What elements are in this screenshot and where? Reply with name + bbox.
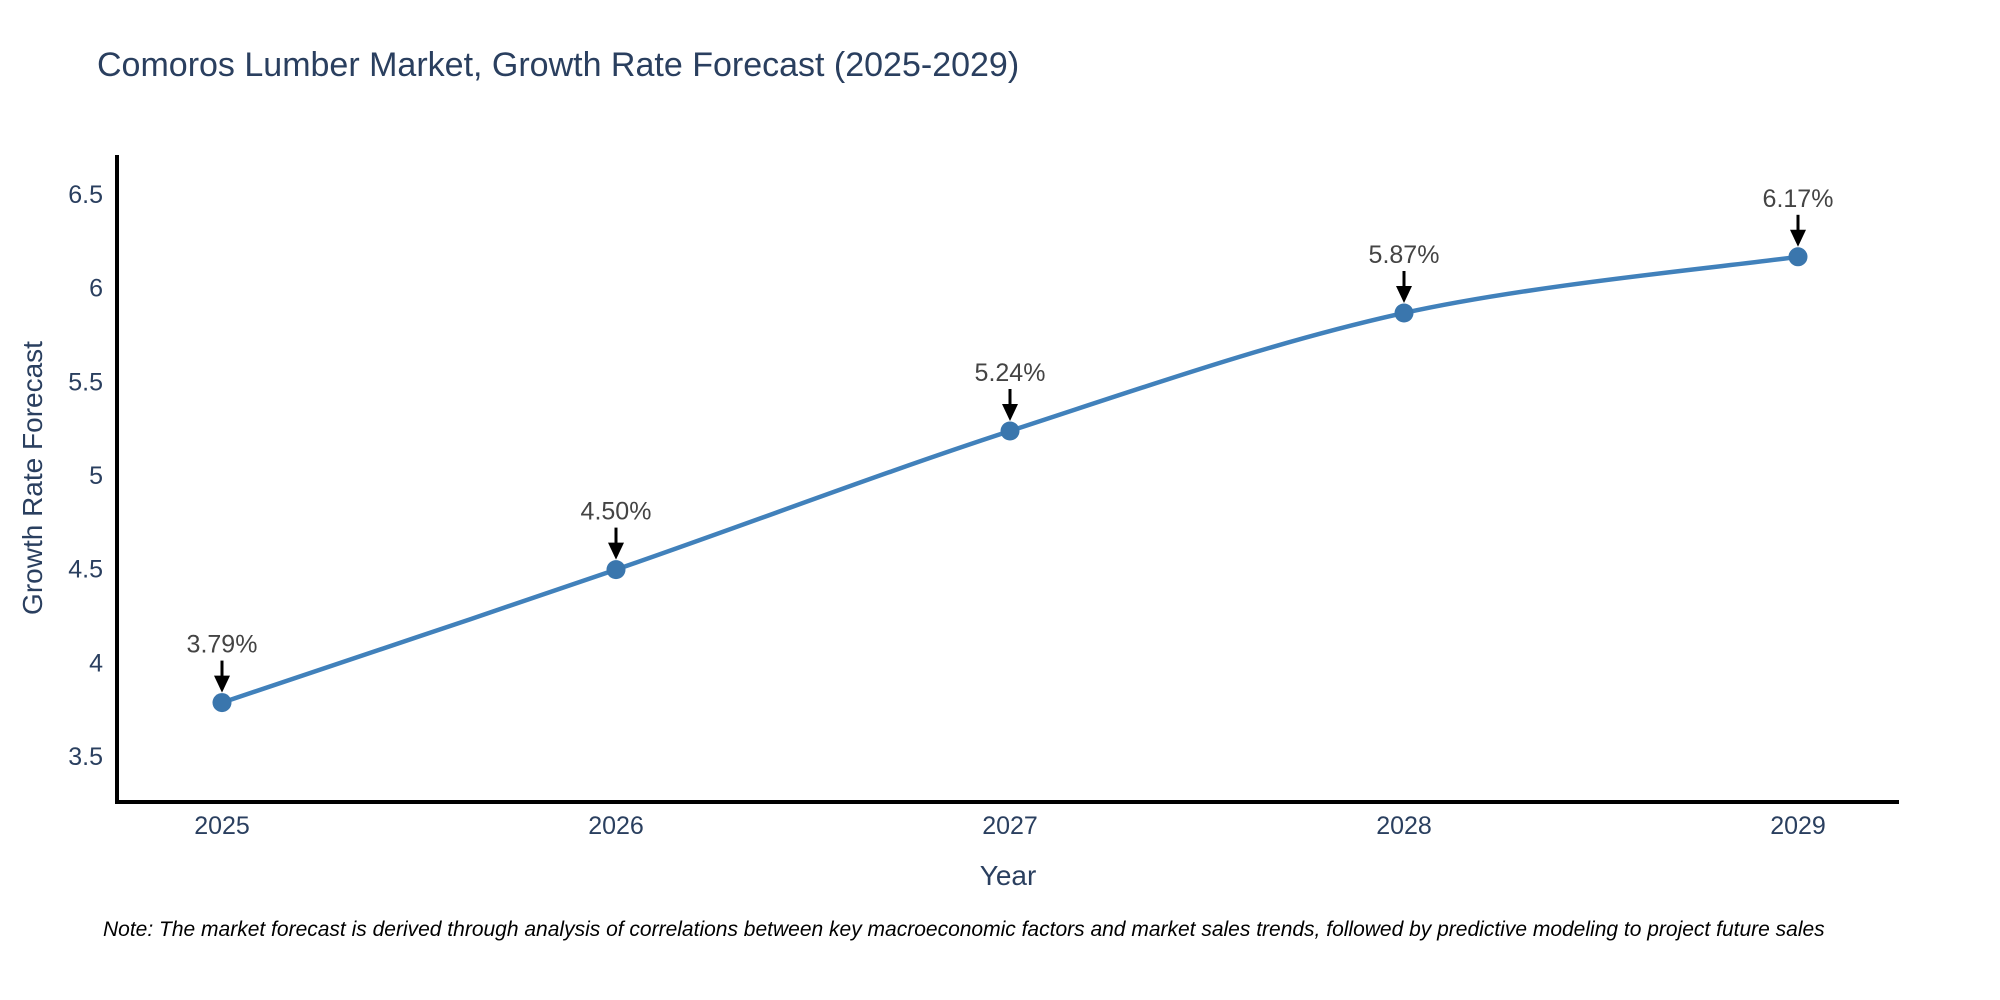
y-tick-label: 3.5	[68, 743, 103, 771]
x-tick-label: 2026	[588, 812, 644, 840]
data-point-marker	[1000, 421, 1020, 441]
y-tick-label: 4.5	[68, 556, 103, 584]
x-tick-label: 2028	[1376, 812, 1432, 840]
data-point-label: 3.79%	[187, 631, 258, 659]
y-tick-label: 5.5	[68, 368, 103, 396]
x-tick-label: 2029	[1770, 812, 1826, 840]
y-tick-label: 6.5	[68, 181, 103, 209]
data-point-marker	[1394, 303, 1414, 323]
data-point-label: 4.50%	[581, 498, 652, 526]
x-axis-title: Year	[979, 860, 1037, 891]
annotation-arrow-head	[1790, 229, 1806, 247]
data-point-marker	[606, 560, 626, 580]
annotation-arrow-head	[608, 542, 624, 560]
x-tick-label: 2027	[982, 812, 1038, 840]
annotation-arrow-head	[214, 675, 230, 693]
y-tick-label: 6	[89, 275, 103, 303]
data-point-label: 5.87%	[1369, 241, 1440, 269]
data-point-label: 6.17%	[1763, 185, 1834, 213]
y-tick-label: 5	[89, 462, 103, 490]
data-point-label: 5.24%	[975, 359, 1046, 387]
chart-footnote: Note: The market forecast is derived thr…	[103, 918, 1825, 941]
x-tick-label: 2025	[194, 812, 250, 840]
data-point-marker	[1788, 247, 1808, 267]
forecast-line	[219, 254, 1801, 705]
annotation-arrow-head	[1396, 285, 1412, 303]
data-point-marker	[212, 693, 232, 713]
y-axis-title: Growth Rate Forecast	[17, 341, 48, 615]
annotation-arrow-head	[1002, 403, 1018, 421]
chart-title: Comoros Lumber Market, Growth Rate Forec…	[97, 46, 1020, 84]
y-tick-label: 4	[89, 649, 103, 677]
